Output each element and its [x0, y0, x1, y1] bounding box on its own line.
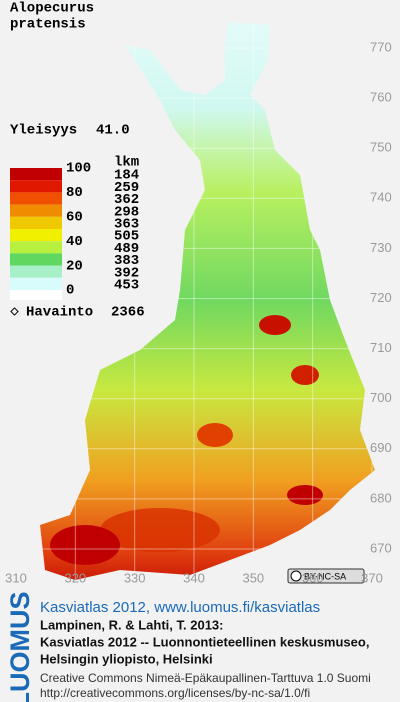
species-name: pratensis	[10, 17, 86, 33]
license-badge-text: BY-NC-SA	[304, 571, 346, 581]
x-tick-label: 370	[361, 570, 383, 585]
legend-band	[10, 192, 62, 205]
x-tick-label: 360	[302, 570, 324, 585]
legend-count: 363	[114, 217, 139, 233]
legend-count: 298	[114, 204, 139, 220]
legend-scale-label: 0	[66, 283, 74, 299]
logo: LUOMUS	[5, 592, 35, 702]
x-tick-label: 350	[242, 570, 264, 585]
legend-count: 184	[114, 168, 139, 184]
hotspot	[100, 508, 220, 552]
legend-band	[10, 290, 62, 300]
y-tick-label: 770	[370, 39, 392, 54]
legend-count: 505	[114, 229, 139, 245]
atlas-link[interactable]: Kasviatlas 2012, www.luomus.fi/kasviatla…	[40, 599, 320, 616]
license-text: Creative Commons Nimeä-Epäkaupallinen-Ta…	[40, 671, 371, 685]
legend-band	[10, 229, 62, 242]
y-tick-label: 740	[370, 190, 392, 205]
legend-count: 453	[114, 278, 139, 294]
x-tick-label: 310	[5, 570, 27, 585]
legend-band	[10, 168, 62, 181]
legend-band	[10, 241, 62, 254]
x-tick-label: 340	[183, 570, 205, 585]
y-tick-label: 750	[370, 140, 392, 155]
legend-scale-label: 20	[66, 258, 83, 274]
license-url[interactable]: http://creativecommons.org/licenses/by-n…	[40, 686, 310, 700]
frequency-value: 41.0	[96, 123, 130, 139]
hotspot	[259, 315, 291, 335]
observation-icon	[10, 307, 19, 316]
citation: Helsingin yliopisto, Helsinki	[40, 651, 213, 666]
x-tick-label: 320	[64, 570, 86, 585]
legend: 100 80 60 40 20 0 1842593622983635054893833924…	[10, 161, 139, 300]
y-tick-label: 680	[370, 490, 392, 505]
hotspot	[50, 525, 120, 565]
legend-count: 489	[114, 241, 139, 257]
legend-band	[10, 180, 62, 193]
observations-label: Havainto	[26, 305, 93, 321]
hotspot	[291, 365, 319, 385]
y-tick-label: 670	[370, 540, 392, 555]
x-tick-label: 330	[124, 570, 146, 585]
legend-count: 392	[114, 265, 139, 281]
legend-count: 362	[114, 192, 139, 208]
observations-value: 2366	[111, 305, 145, 321]
legend-band	[10, 204, 62, 217]
frequency-label: Yleisyys	[10, 123, 77, 139]
y-tick-label: 730	[370, 240, 392, 255]
legend-count: 383	[114, 253, 139, 269]
license-badge: BY-NC-SA	[287, 568, 365, 584]
legend-band	[10, 265, 62, 278]
citation: Kasviatlas 2012 -- Luonnontieteellinen k…	[40, 634, 369, 649]
hotspot	[287, 485, 323, 505]
y-tick-label: 710	[370, 340, 392, 355]
legend-scale-label: 80	[66, 185, 83, 201]
species-name: Alopecurus	[10, 1, 94, 17]
count-header: lkm	[114, 155, 139, 171]
citation: Lampinen, R. & Lahti, T. 2013:	[40, 617, 223, 632]
legend-band	[10, 216, 62, 229]
y-tick-label: 720	[370, 290, 392, 305]
y-tick-label: 690	[370, 440, 392, 455]
legend-band	[10, 277, 62, 290]
legend-scale-label: 100	[66, 161, 91, 177]
legend-count: 259	[114, 180, 139, 196]
hotspot	[197, 423, 233, 447]
y-tick-label: 760	[370, 90, 392, 105]
y-tick-label: 700	[370, 390, 392, 405]
legend-scale-label: 60	[66, 210, 83, 226]
legend-scale-label: 40	[66, 234, 83, 250]
legend-band	[10, 253, 62, 266]
